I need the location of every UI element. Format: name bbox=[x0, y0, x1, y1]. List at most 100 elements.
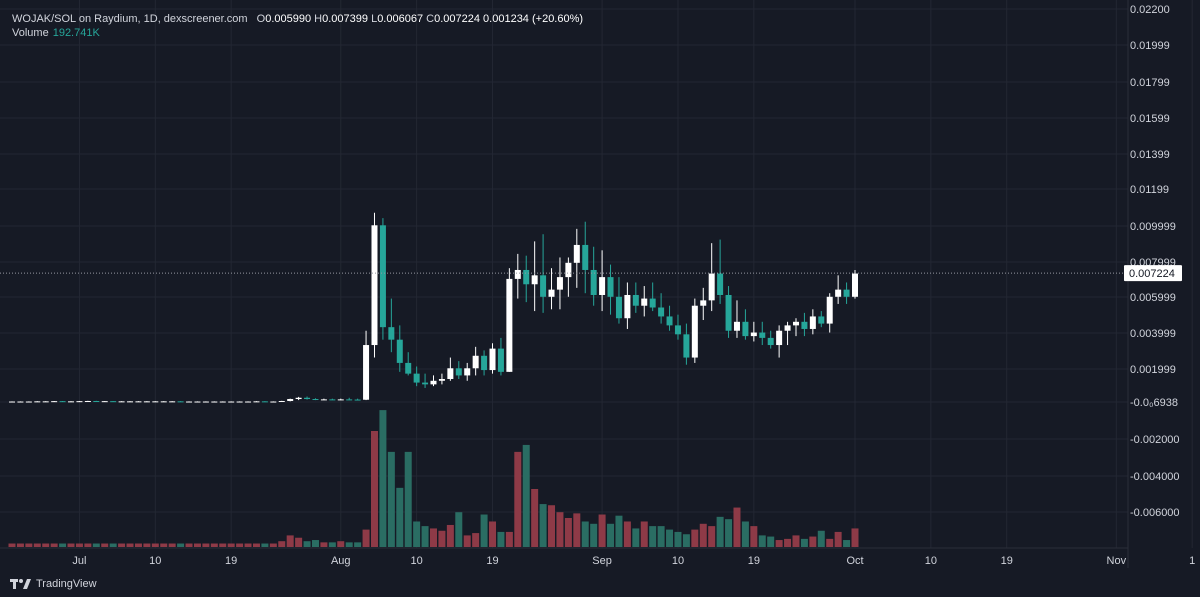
volume-bar bbox=[556, 512, 564, 547]
volume-bar bbox=[691, 529, 699, 547]
candle-body bbox=[68, 401, 75, 403]
volume-bar bbox=[615, 515, 623, 547]
candle-body bbox=[228, 401, 235, 403]
candle-body bbox=[447, 368, 454, 380]
volume-bar bbox=[210, 543, 218, 547]
candle-body bbox=[615, 296, 622, 319]
volume-bar bbox=[67, 543, 75, 547]
candle-body bbox=[632, 294, 639, 306]
candle-body bbox=[472, 355, 479, 369]
candle-body bbox=[666, 316, 673, 326]
pair-title: WOJAK/SOL on Raydium, 1D, dexscreener.co… bbox=[12, 13, 248, 25]
candle-body bbox=[582, 244, 589, 270]
volume-bar bbox=[784, 538, 792, 547]
volume-bar bbox=[632, 528, 640, 547]
candle-body bbox=[708, 273, 715, 301]
candle-body bbox=[379, 225, 386, 328]
open-value: 0.005990 bbox=[265, 13, 312, 25]
candle-body bbox=[464, 368, 471, 376]
volume-bar bbox=[514, 451, 522, 547]
candle-body bbox=[649, 298, 656, 308]
volume-bar bbox=[674, 531, 682, 547]
candle-body bbox=[759, 332, 766, 338]
volume-bar bbox=[817, 530, 825, 547]
candle-body bbox=[750, 332, 757, 337]
volume-bar bbox=[25, 543, 33, 547]
volume-bar bbox=[489, 521, 497, 547]
legend-header: WOJAK/SOL on Raydium, 1D, dexscreener.co… bbox=[12, 12, 583, 27]
volume-bar bbox=[649, 526, 657, 547]
candle-body bbox=[17, 401, 24, 403]
volume-bar bbox=[800, 538, 808, 547]
candle-body bbox=[565, 262, 572, 278]
volume-bar bbox=[682, 534, 690, 547]
candle-body bbox=[548, 289, 555, 297]
candle-body bbox=[93, 400, 100, 402]
candle-body bbox=[674, 325, 681, 335]
volume-legend: Volume 192.741K bbox=[12, 27, 100, 39]
volume-bar bbox=[311, 540, 319, 547]
volume-bar bbox=[261, 543, 269, 547]
volume-bar bbox=[733, 507, 741, 547]
time-tick-label: Oct bbox=[846, 555, 863, 567]
high-value: 0.007399 bbox=[322, 13, 368, 25]
volume-bar bbox=[826, 538, 834, 547]
volume-bar bbox=[151, 543, 159, 547]
candle-body bbox=[287, 399, 294, 401]
volume-bar bbox=[177, 543, 185, 547]
volume-bar bbox=[278, 541, 286, 547]
time-tick-label: Aug bbox=[331, 555, 351, 567]
volume-bar bbox=[387, 451, 395, 547]
candle-body bbox=[852, 273, 858, 297]
volume-bar bbox=[269, 543, 277, 547]
candle-body bbox=[363, 345, 370, 400]
candle-body bbox=[405, 362, 412, 374]
volume-bar bbox=[396, 487, 404, 547]
volume-bar bbox=[345, 542, 353, 547]
candle-body bbox=[683, 334, 690, 358]
candle-body bbox=[261, 401, 268, 403]
volume-bar bbox=[59, 543, 67, 547]
price-tick-label: -0.002000 bbox=[1130, 434, 1180, 446]
volume-bar bbox=[202, 543, 210, 547]
candle-body bbox=[573, 244, 580, 263]
volume-bar bbox=[657, 526, 665, 547]
price-tick-label: 0.01399 bbox=[1130, 149, 1170, 161]
volume-bar bbox=[84, 543, 92, 547]
candle-body bbox=[169, 401, 176, 403]
candle-body bbox=[422, 382, 429, 385]
tradingview-brand[interactable]: TradingView bbox=[10, 578, 97, 590]
volume-bar bbox=[50, 543, 58, 547]
volume-label: Volume bbox=[12, 27, 49, 39]
volume-bar bbox=[750, 526, 758, 547]
volume-bar bbox=[227, 543, 235, 547]
volume-bar bbox=[455, 512, 463, 547]
time-tick-label: 10 bbox=[925, 555, 937, 567]
volume-bar bbox=[421, 526, 429, 547]
volume-bar bbox=[581, 521, 589, 547]
candle-body bbox=[801, 321, 808, 329]
candle-body bbox=[160, 401, 167, 403]
volume-bar bbox=[337, 541, 345, 547]
volume-bar bbox=[438, 530, 446, 547]
candle-body bbox=[556, 277, 563, 290]
time-tick-label: Sep bbox=[592, 555, 612, 567]
candle-body bbox=[211, 401, 218, 403]
candle-body bbox=[127, 401, 134, 403]
volume-bar bbox=[564, 518, 572, 547]
candle-body bbox=[599, 277, 606, 295]
time-tick-label: 10 bbox=[672, 555, 684, 567]
candle-body bbox=[767, 337, 774, 346]
candle-body bbox=[742, 321, 749, 337]
candle-body bbox=[177, 401, 184, 403]
candle-body bbox=[784, 325, 791, 331]
volume-bar bbox=[219, 543, 227, 547]
volume-bar bbox=[640, 521, 648, 547]
candle-body bbox=[110, 401, 117, 403]
candle-body bbox=[624, 294, 631, 319]
candle-body bbox=[540, 275, 547, 297]
price-tick-label: 0.009999 bbox=[1130, 221, 1176, 233]
low-value: 0.006067 bbox=[377, 13, 424, 25]
candle-body bbox=[84, 400, 91, 402]
